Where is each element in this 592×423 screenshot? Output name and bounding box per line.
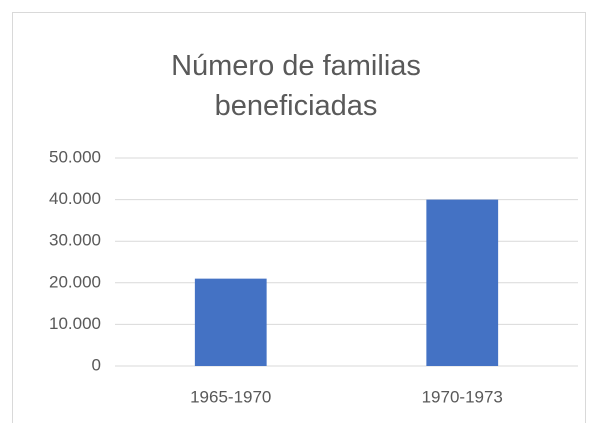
x-tick-label: 1970-1973 bbox=[422, 387, 503, 406]
y-tick-label: 10.000 bbox=[49, 314, 101, 333]
x-tick-label: 1965-1970 bbox=[190, 387, 271, 406]
y-tick-label: 0 bbox=[92, 355, 101, 374]
chart-frame bbox=[12, 12, 586, 423]
y-tick-label: 30.000 bbox=[49, 231, 101, 250]
y-tick-label: 20.000 bbox=[49, 272, 101, 291]
bar bbox=[194, 278, 267, 366]
bar bbox=[426, 199, 499, 366]
y-tick-label: 40.000 bbox=[49, 189, 101, 208]
y-tick-label: 50.000 bbox=[49, 147, 101, 166]
chart-title: Número de familias beneficiadas bbox=[171, 50, 421, 122]
